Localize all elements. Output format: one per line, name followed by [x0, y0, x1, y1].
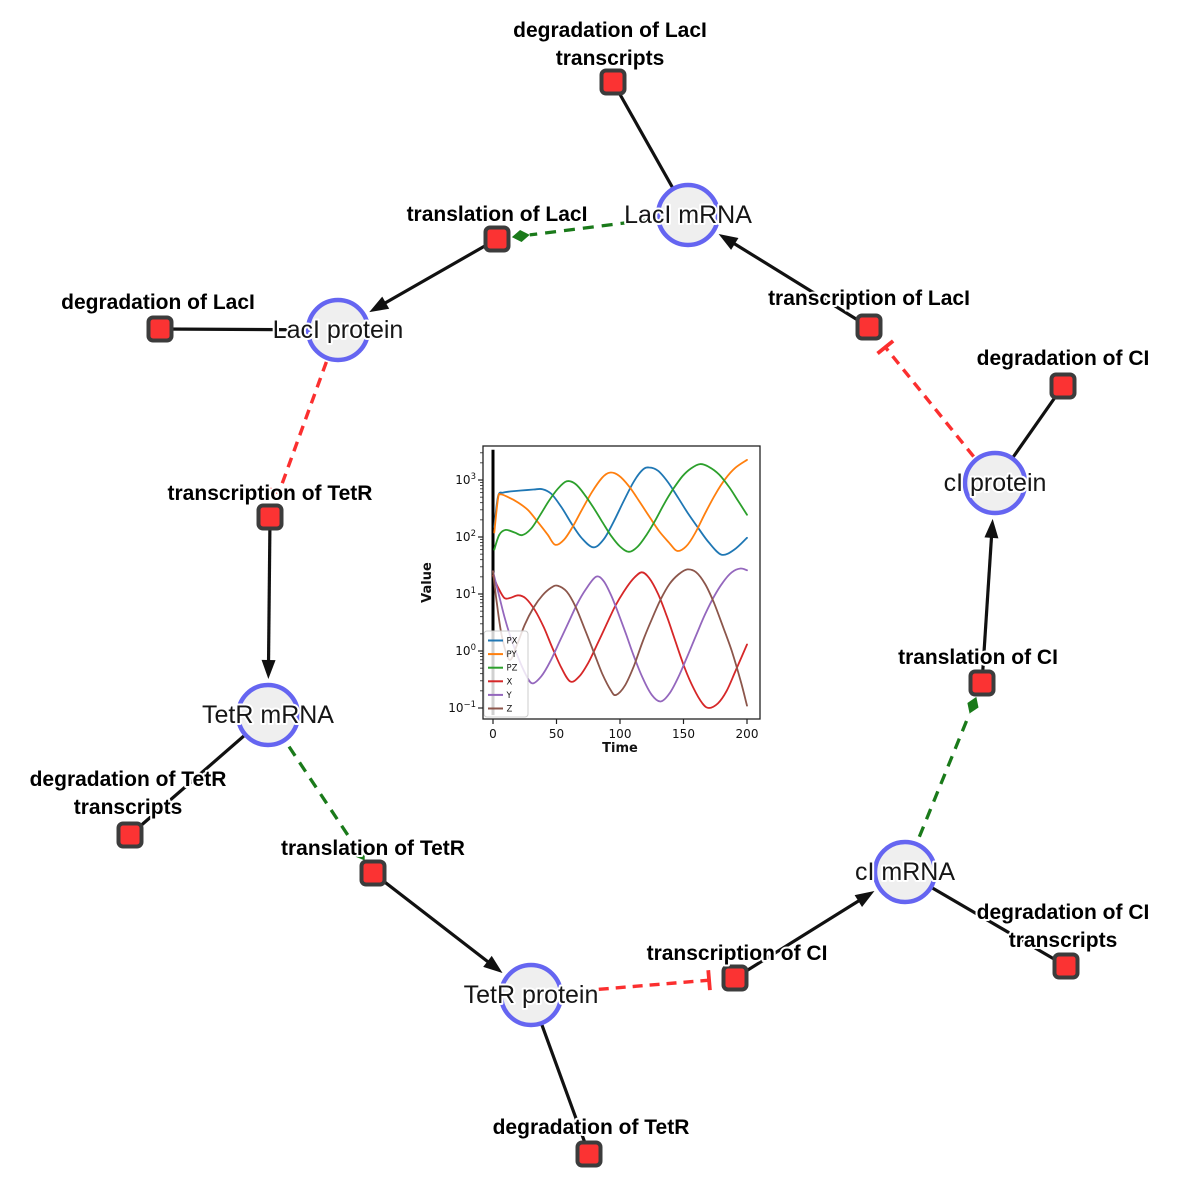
chart-ytick-label: 103: [455, 472, 476, 487]
chart-plot-background: [483, 446, 760, 719]
chart-legend-label-PZ: PZ: [507, 664, 518, 674]
reaction-label-txn-laci: transcription of LacI: [768, 287, 970, 310]
chart-series-PZ: [493, 463, 748, 553]
chart-ytick-label: 10−1: [448, 700, 476, 715]
species-label-laci-mrna: LacI mRNA: [624, 201, 752, 229]
species-node-ci-mrna[interactable]: [872, 839, 938, 905]
edge-inhibition-laci-protein-txn-tetr: [268, 329, 340, 498]
chart-legend: PX PY PZ XYZ: [483, 630, 529, 718]
species-node-tetr-mrna[interactable]: [235, 682, 301, 748]
reaction-node-txn-ci[interactable]: [721, 964, 749, 992]
edge-inhibition-ci-protein-txn-laci: [876, 339, 997, 485]
chart-xtick-label: 50: [549, 727, 564, 741]
species-label-ci-protein: cI protein: [944, 469, 1047, 497]
species-node-laci-protein[interactable]: [305, 297, 371, 363]
reaction-node-transl-tetr[interactable]: [359, 859, 387, 887]
edge-production-txn-tetr-tetr-mrna: [261, 516, 276, 680]
chart-xtick-label: 0: [489, 727, 497, 741]
reaction-node-deg-laci-transcripts[interactable]: [599, 68, 627, 96]
nodes-layer: [116, 68, 1080, 1168]
chart-ytick-label: 102: [455, 529, 476, 544]
reaction-node-deg-tetr[interactable]: [575, 1140, 603, 1168]
chart-xtick-label: 200: [736, 727, 759, 741]
chart-xtick-label: 150: [672, 727, 695, 741]
edge-production-transl-tetr-tetr-protein: [372, 871, 503, 973]
reaction-label-deg-ci-transcripts: degradation of CI transcripts: [977, 901, 1150, 952]
reaction-label-transl-tetr: translation of TetR: [281, 837, 465, 860]
chart-legend-label-PX: PX: [507, 637, 518, 647]
chart-yaxis-label: Value: [420, 562, 435, 603]
labels-layer: LacI mRNA LacI protein TetR mRNA TetR prote…: [28, 17, 1152, 1141]
reaction-label-transl-ci: translation of CI: [898, 646, 1058, 669]
reaction-label-deg-tetr-transcripts: degradation of TetR transcripts: [30, 768, 227, 819]
reaction-label-transl-laci: translation of LacI: [407, 203, 588, 226]
edge-production-txn-ci-ci-mrna: [734, 891, 875, 980]
chart-xaxis-label: Time: [602, 741, 638, 756]
chart-series-PY: [493, 459, 748, 552]
species-label-ci-mrna: cI mRNA: [855, 858, 955, 886]
edge-production-transl-ci-ci-protein: [980, 518, 999, 684]
chart-legend-label-Y: Y: [506, 691, 513, 701]
reaction-label-txn-ci: transcription of CI: [647, 942, 828, 965]
reaction-node-txn-laci[interactable]: [855, 313, 883, 341]
chart-legend-label-Z: Z: [507, 705, 513, 715]
edge-production-transl-laci-laci-protein: [369, 237, 498, 313]
species-label-laci-protein: LacI protein: [273, 316, 404, 344]
reaction-label-deg-laci-transcripts: degradation of LacI transcripts: [513, 19, 707, 70]
chart-series-Z: [492, 568, 748, 707]
species-node-laci-mrna[interactable]: [655, 182, 721, 248]
chart-series-PX: [493, 466, 748, 556]
reaction-node-deg-ci[interactable]: [1049, 372, 1077, 400]
species-label-tetr-protein: TetR protein: [464, 981, 599, 1009]
edge-production-txn-laci-laci-mrna: [718, 233, 870, 329]
edge-inhibition-tetr-protein-txn-ci: [530, 970, 712, 997]
species-node-ci-protein[interactable]: [962, 450, 1028, 516]
reaction-node-deg-laci[interactable]: [146, 315, 174, 343]
reaction-label-deg-laci: degradation of LacI: [61, 291, 255, 314]
species-label-tetr-mrna: TetR mRNA: [202, 701, 334, 729]
reaction-label-deg-tetr: degradation of TetR: [493, 1116, 690, 1139]
species-node-tetr-protein[interactable]: [498, 962, 564, 1028]
chart-legend-label-X: X: [507, 677, 513, 687]
reaction-node-deg-ci-transcripts[interactable]: [1052, 952, 1080, 980]
chart-ytick-label: 100: [455, 643, 476, 658]
chart-legend-label-PY: PY: [507, 650, 518, 660]
reaction-node-txn-tetr[interactable]: [256, 503, 284, 531]
reaction-node-transl-ci[interactable]: [968, 669, 996, 697]
reaction-node-transl-laci[interactable]: [483, 225, 511, 253]
chart-frame: [482, 445, 761, 720]
reaction-node-deg-tetr-transcripts[interactable]: [116, 821, 144, 849]
reaction-label-txn-tetr: transcription of TetR: [168, 482, 373, 505]
chart-xtick-label: 100: [609, 727, 632, 741]
chart-ytick-label: 101: [455, 586, 476, 601]
reaction-label-deg-ci: degradation of CI: [977, 347, 1150, 370]
